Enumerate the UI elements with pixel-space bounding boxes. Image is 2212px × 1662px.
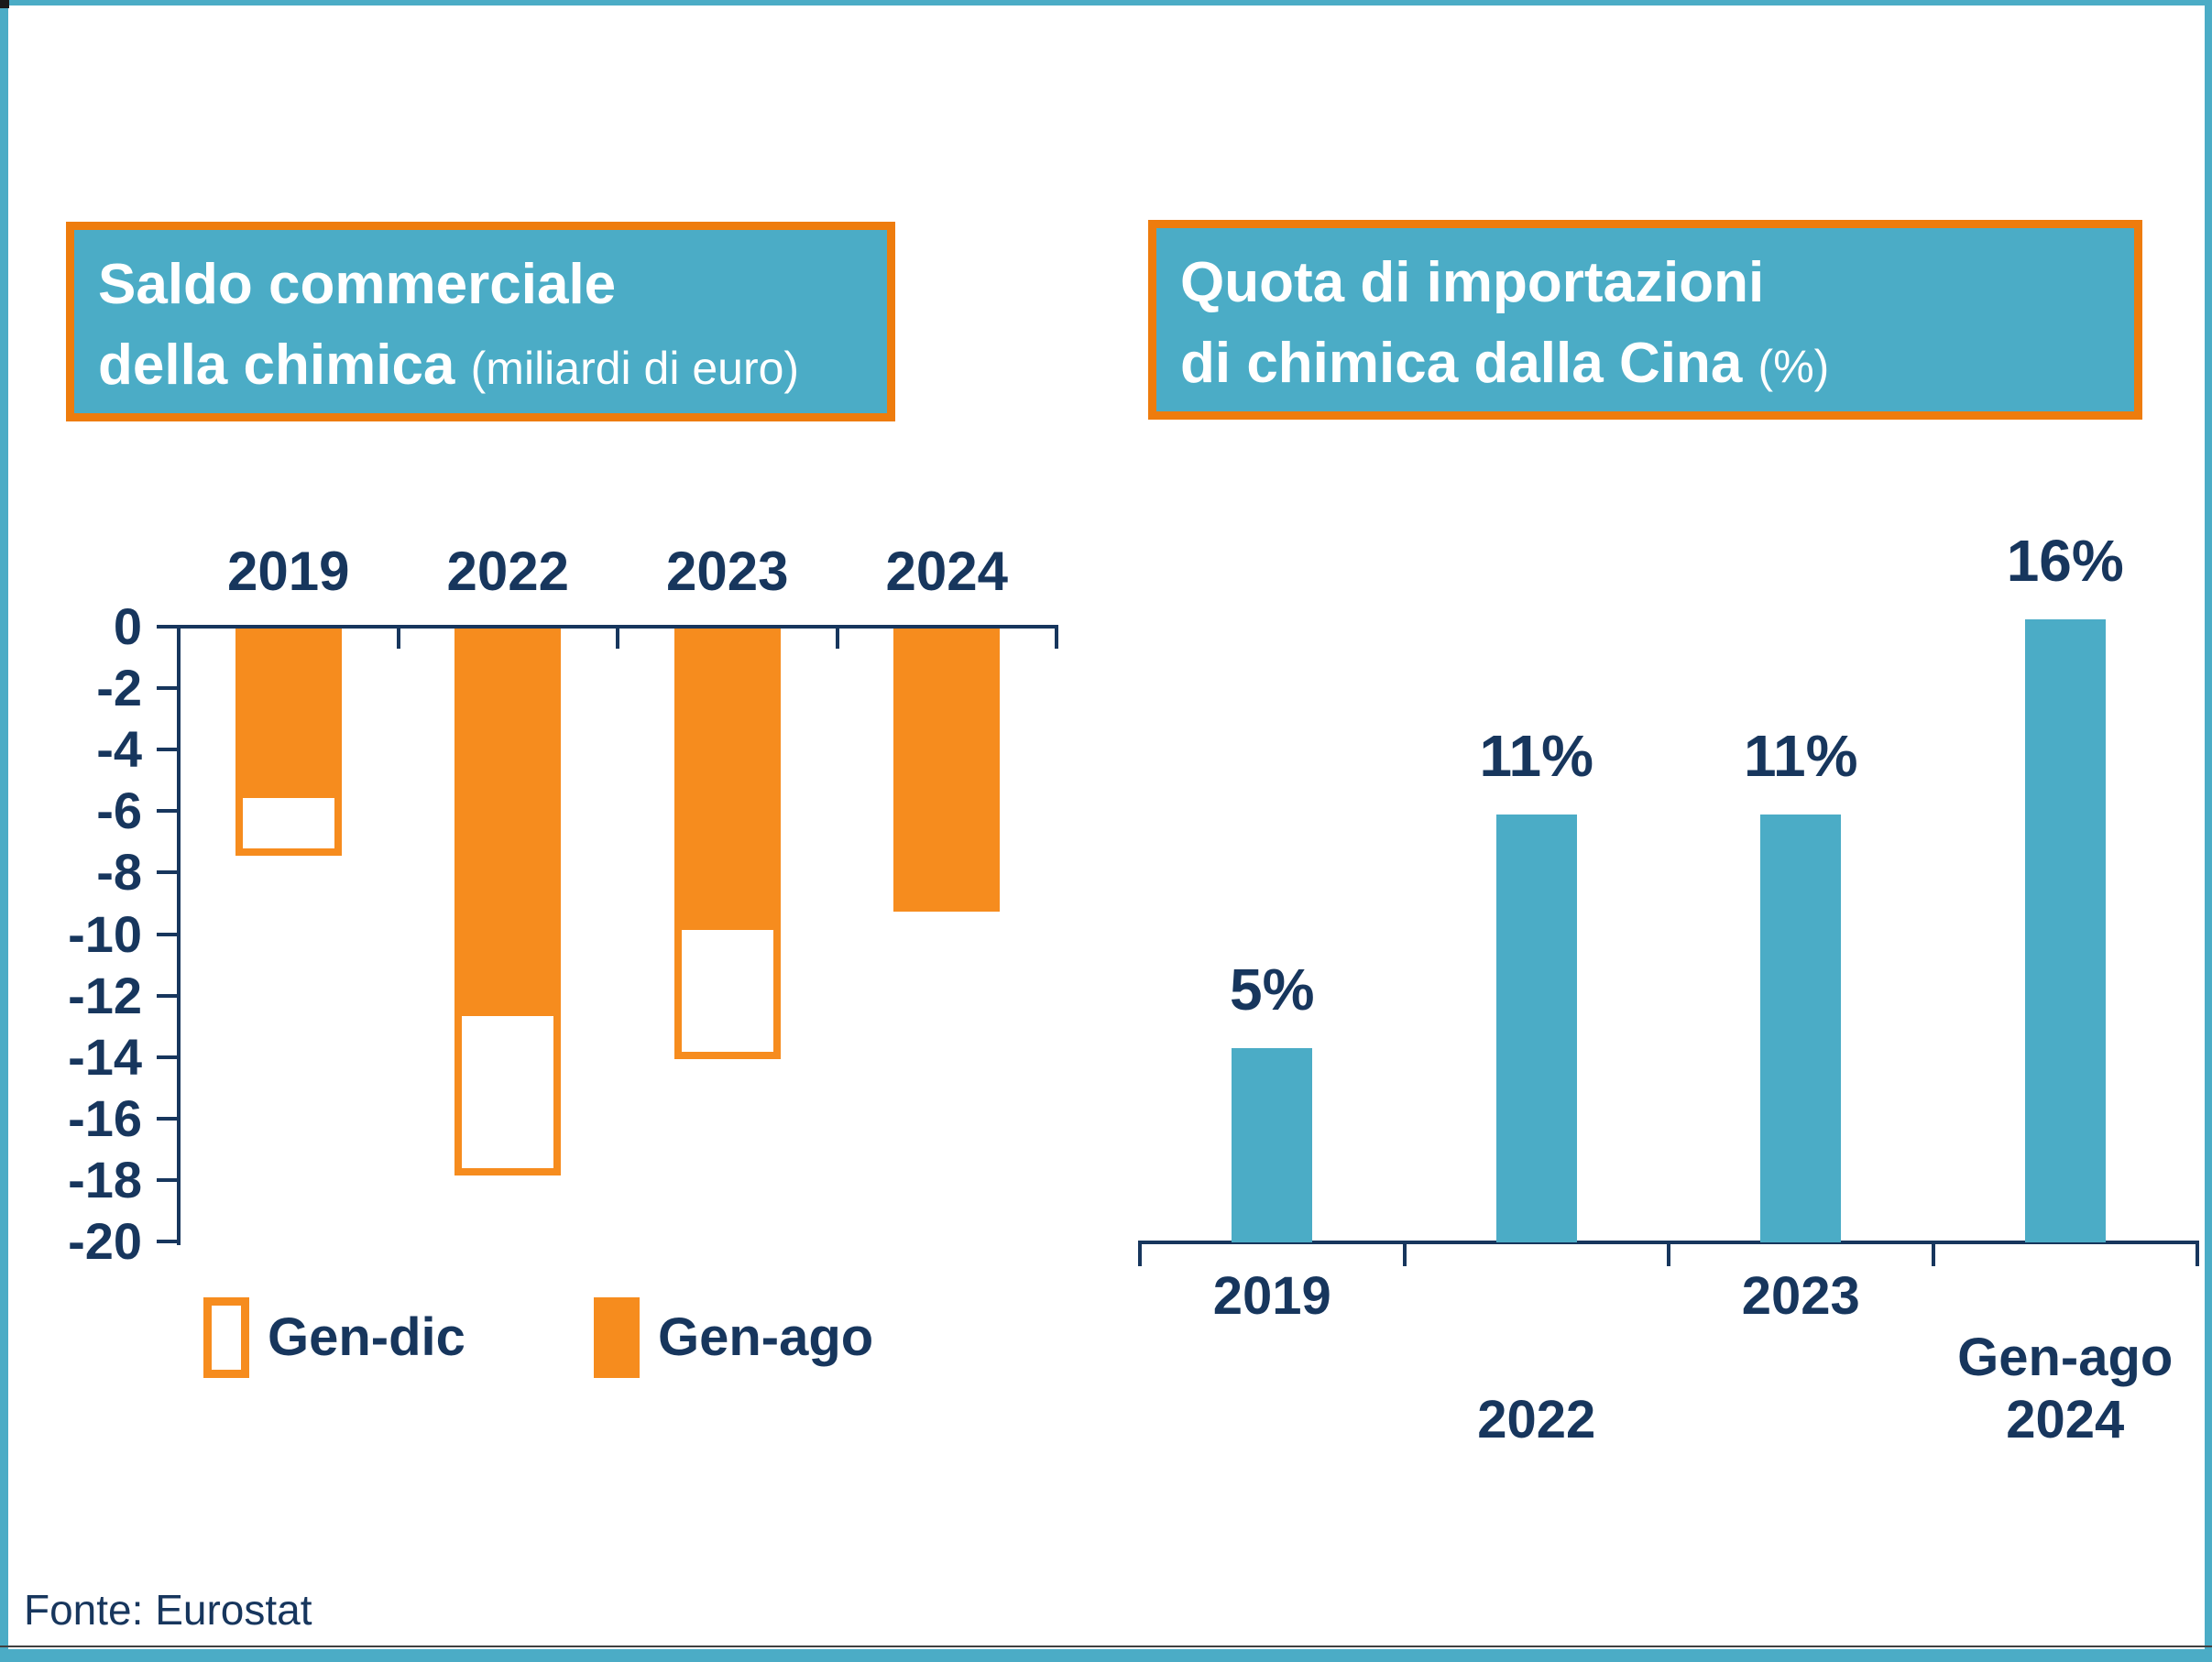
y-tick-label: -10 [68,904,142,963]
y-tick-label: -12 [68,966,142,1024]
legend-swatch-gen-ago [594,1297,640,1378]
footer-divider-line [0,1646,2212,1647]
x-axis-tick [1055,627,1058,649]
teal-bar [1232,1047,1313,1242]
x-category-label: Gen-ago [1957,1328,2174,1387]
x-axis-tick [1931,1242,1935,1266]
bar-value-label: 11% [1743,722,1858,789]
x-axis-tick [835,627,839,649]
left-chart-title-unit: (miliardi di euro) [470,343,800,394]
right-chart-title-box: Quota di importazioni di chimica dalla C… [1148,220,2142,420]
y-tick-label: 0 [113,597,142,655]
x-category-label: 2019 [1212,1266,1331,1326]
y-tick [157,1055,179,1059]
x-category-label: 2023 [1741,1266,1860,1326]
y-tick [157,686,179,691]
bar-value-label: 5% [1230,956,1315,1022]
legend-swatch-gen-dic [203,1297,249,1378]
y-tick-label: -8 [96,843,142,902]
y-tick-label: -18 [68,1150,142,1208]
left-chart-title-box: Saldo commerciale della chimica (miliard… [66,222,895,421]
y-tick [157,748,179,752]
bar-gen-ago [454,629,562,1016]
x-category-label: 2022 [1477,1390,1596,1449]
x-axis-tick [616,627,619,649]
y-tick [157,625,179,629]
bar-gen-ago [235,629,342,798]
y-tick-label: -16 [68,1088,142,1147]
category-label: 2019 [227,541,350,602]
legend-label-gen-ago: Gen-ago [658,1307,874,1367]
left-chart-title-line1: Saldo commerciale [98,253,617,316]
y-tick-label: -6 [96,782,142,840]
y-tick-label: -20 [68,1212,142,1270]
corner-notch [0,0,9,8]
y-tick [157,870,179,875]
teal-bar [1495,814,1577,1242]
slide-border-right [2205,0,2212,1662]
y-axis [177,625,181,1245]
category-label: 2024 [885,541,1008,602]
legend: Gen-dic Gen-ago [0,1283,1054,1393]
x-axis-tick [1138,1242,1142,1266]
category-label: 2023 [666,541,789,602]
x-axis-tick [396,627,400,649]
bar-value-label: 16% [2006,528,2124,594]
y-tick-label: -14 [68,1027,142,1086]
teal-bar [1760,814,1842,1242]
right-chart-title-line2: di chimica dalla Cina (%) [1180,332,1830,395]
slide-border-left [0,0,8,1662]
bar-gen-ago [673,629,781,930]
slide-border-bottom [0,1649,2212,1662]
teal-bar [2024,619,2106,1242]
left-chart-title-line2: della chimica (miliardi di euro) [98,333,800,397]
bar-gen-ago [893,629,1001,912]
y-tick [157,1116,179,1121]
x-axis-tick [1667,1242,1670,1266]
y-tick-label: -4 [96,720,142,779]
y-tick [157,932,179,936]
right-chart-title-unit: (%) [1758,341,1830,392]
y-tick [157,1177,179,1182]
source-note: Fonte: Eurostat [24,1586,312,1634]
x-category-label: 2024 [2006,1390,2125,1449]
y-tick [157,809,179,814]
y-tick [157,993,179,998]
x-axis-tick [1402,1242,1407,1266]
y-tick [157,1240,179,1243]
bar-value-label: 11% [1479,722,1594,789]
right-chart-title-line1: Quota di importazioni [1180,251,1765,314]
y-tick-label: -2 [96,659,142,717]
category-label: 2022 [446,541,569,602]
x-axis-tick [2196,1242,2199,1266]
slide-border-top [0,0,2212,5]
legend-label-gen-dic: Gen-dic [268,1307,465,1367]
